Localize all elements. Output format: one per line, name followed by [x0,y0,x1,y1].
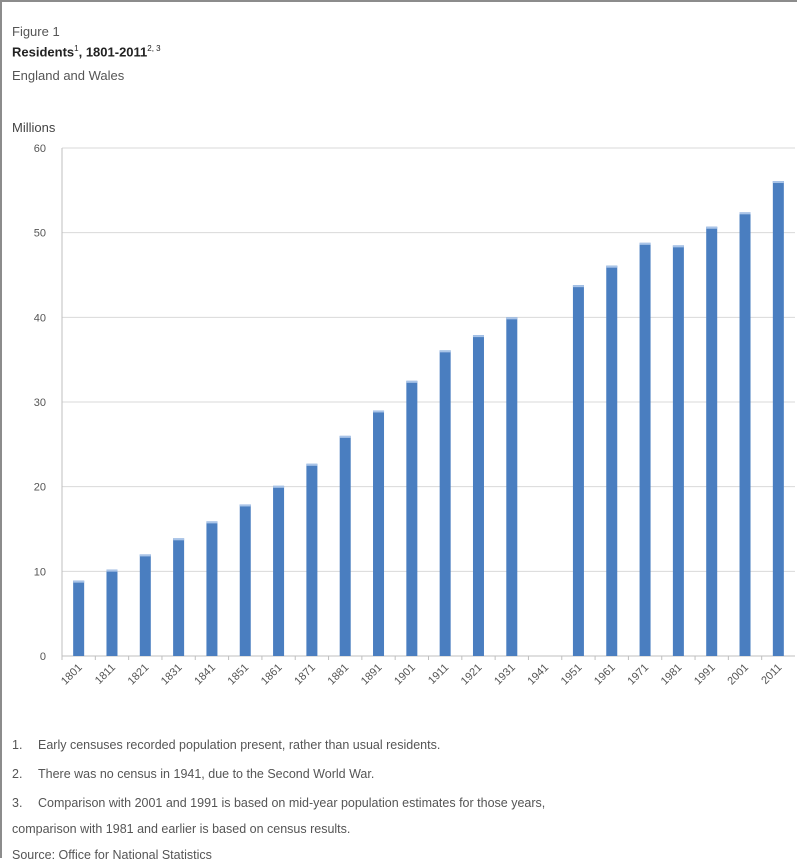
footnote-2: 2. There was no census in 1941, due to th… [12,767,374,781]
bar-top-highlight [772,181,784,184]
footnote-3: 3. Comparison with 2001 and 1991 is based… [12,796,545,810]
bar-top-highlight [472,335,484,338]
bar [406,380,418,656]
bar-top-highlight [273,485,285,488]
footnote-2-number: 2. [12,767,23,781]
bar [173,538,185,656]
footnote-3-number: 3. [12,796,23,810]
footnote-1-text: Early censuses recorded population prese… [38,738,441,752]
x-tick-label: 1901 [392,662,418,688]
bar-top-highlight [739,212,751,215]
bar-top-highlight [139,554,151,557]
bar-top-highlight [173,538,185,541]
bar [572,285,584,656]
x-tick-label: 1811 [93,662,118,687]
y-tick-label: 60 [34,143,46,155]
bar [672,245,684,656]
y-tick-label: 20 [34,482,46,494]
source-note: Source: Office for National Statistics [12,848,212,862]
bar-top-highlight [439,350,451,353]
x-tick-label: 1821 [126,662,152,688]
x-tick-label: 1911 [426,662,451,687]
title-range: , 1801-2011 [78,44,148,60]
x-tick-label: 1921 [459,662,485,688]
bar-top-highlight [606,265,618,268]
x-tick-label: 1861 [259,662,285,688]
bar-top-highlight [506,317,518,320]
bar-top-highlight [672,245,684,248]
bar [706,226,718,656]
title-text: Residents [12,44,75,60]
x-tick-label: 1971 [625,662,651,688]
x-tick-label: 1891 [359,662,385,688]
x-tick-label: 1831 [159,662,185,688]
footnote-1-number: 1. [12,738,23,752]
x-tick-label: 1961 [592,662,618,688]
bar-top-highlight [206,521,218,524]
bar [739,212,751,656]
footnote-3-text: Comparison with 2001 and 1991 is based o… [38,796,546,810]
x-tick-label: 1981 [659,662,685,688]
bar [73,580,85,656]
bar-top-highlight [106,569,118,572]
x-tick-label: 2001 [725,662,751,688]
bar [472,335,484,656]
bar [639,242,651,656]
y-tick-label: 10 [34,566,46,578]
y-axis-label: Millions [12,120,56,135]
bar [439,350,451,656]
bar [339,435,351,656]
y-tick-label: 30 [34,397,46,409]
x-tick-label: 1931 [492,662,518,688]
bar-top-highlight [639,242,651,245]
title-range-footnote-ref: 2, 3 [147,44,161,53]
x-tick-label: 1851 [226,662,252,688]
chart-title: Residents1, 1801-20112, 3 [12,44,161,59]
bar [273,485,285,656]
bar [139,554,151,656]
y-tick-label: 50 [34,228,46,240]
bar-top-highlight [239,504,251,507]
bar-top-highlight [706,226,718,229]
bar-top-highlight [339,435,351,438]
bar-top-highlight [73,580,85,583]
x-tick-label: 1871 [292,662,318,688]
x-tick-label: 1841 [192,662,218,688]
y-tick-label: 40 [34,312,46,324]
footnote-3-continued: comparison with 1981 and earlier is base… [12,822,351,836]
x-tick-label: 1801 [59,662,85,688]
footnote-2-text: There was no census in 1941, due to the … [38,767,375,781]
y-tick-label: 0 [40,651,46,663]
bar-top-highlight [306,463,318,466]
x-tick-label: 2011 [759,662,784,687]
bar-chart: 0 10 20 30 40 50 60 1801 1811 1821 1831 1841 1851 186… [34,143,795,688]
x-tick-label: 1951 [559,662,585,688]
x-tick-label: 1991 [692,662,718,688]
title-footnote-ref: 1 [74,44,79,53]
x-tick-label: 1941 [525,662,551,688]
bar [206,521,218,656]
bar [506,317,518,656]
bar [239,504,251,656]
bar [373,410,385,656]
bar [106,569,118,656]
bar [306,463,318,656]
bar [606,265,618,656]
bar [772,181,784,656]
bar-top-highlight [572,285,584,288]
x-tick-label: 1881 [326,662,352,688]
bar-top-highlight [406,380,418,383]
footnote-1: 1. Early censuses recorded population pre… [12,738,440,752]
bar-top-highlight [373,410,385,413]
figure-label: Figure 1 [12,24,60,39]
chart-subtitle: England and Wales [12,68,125,83]
